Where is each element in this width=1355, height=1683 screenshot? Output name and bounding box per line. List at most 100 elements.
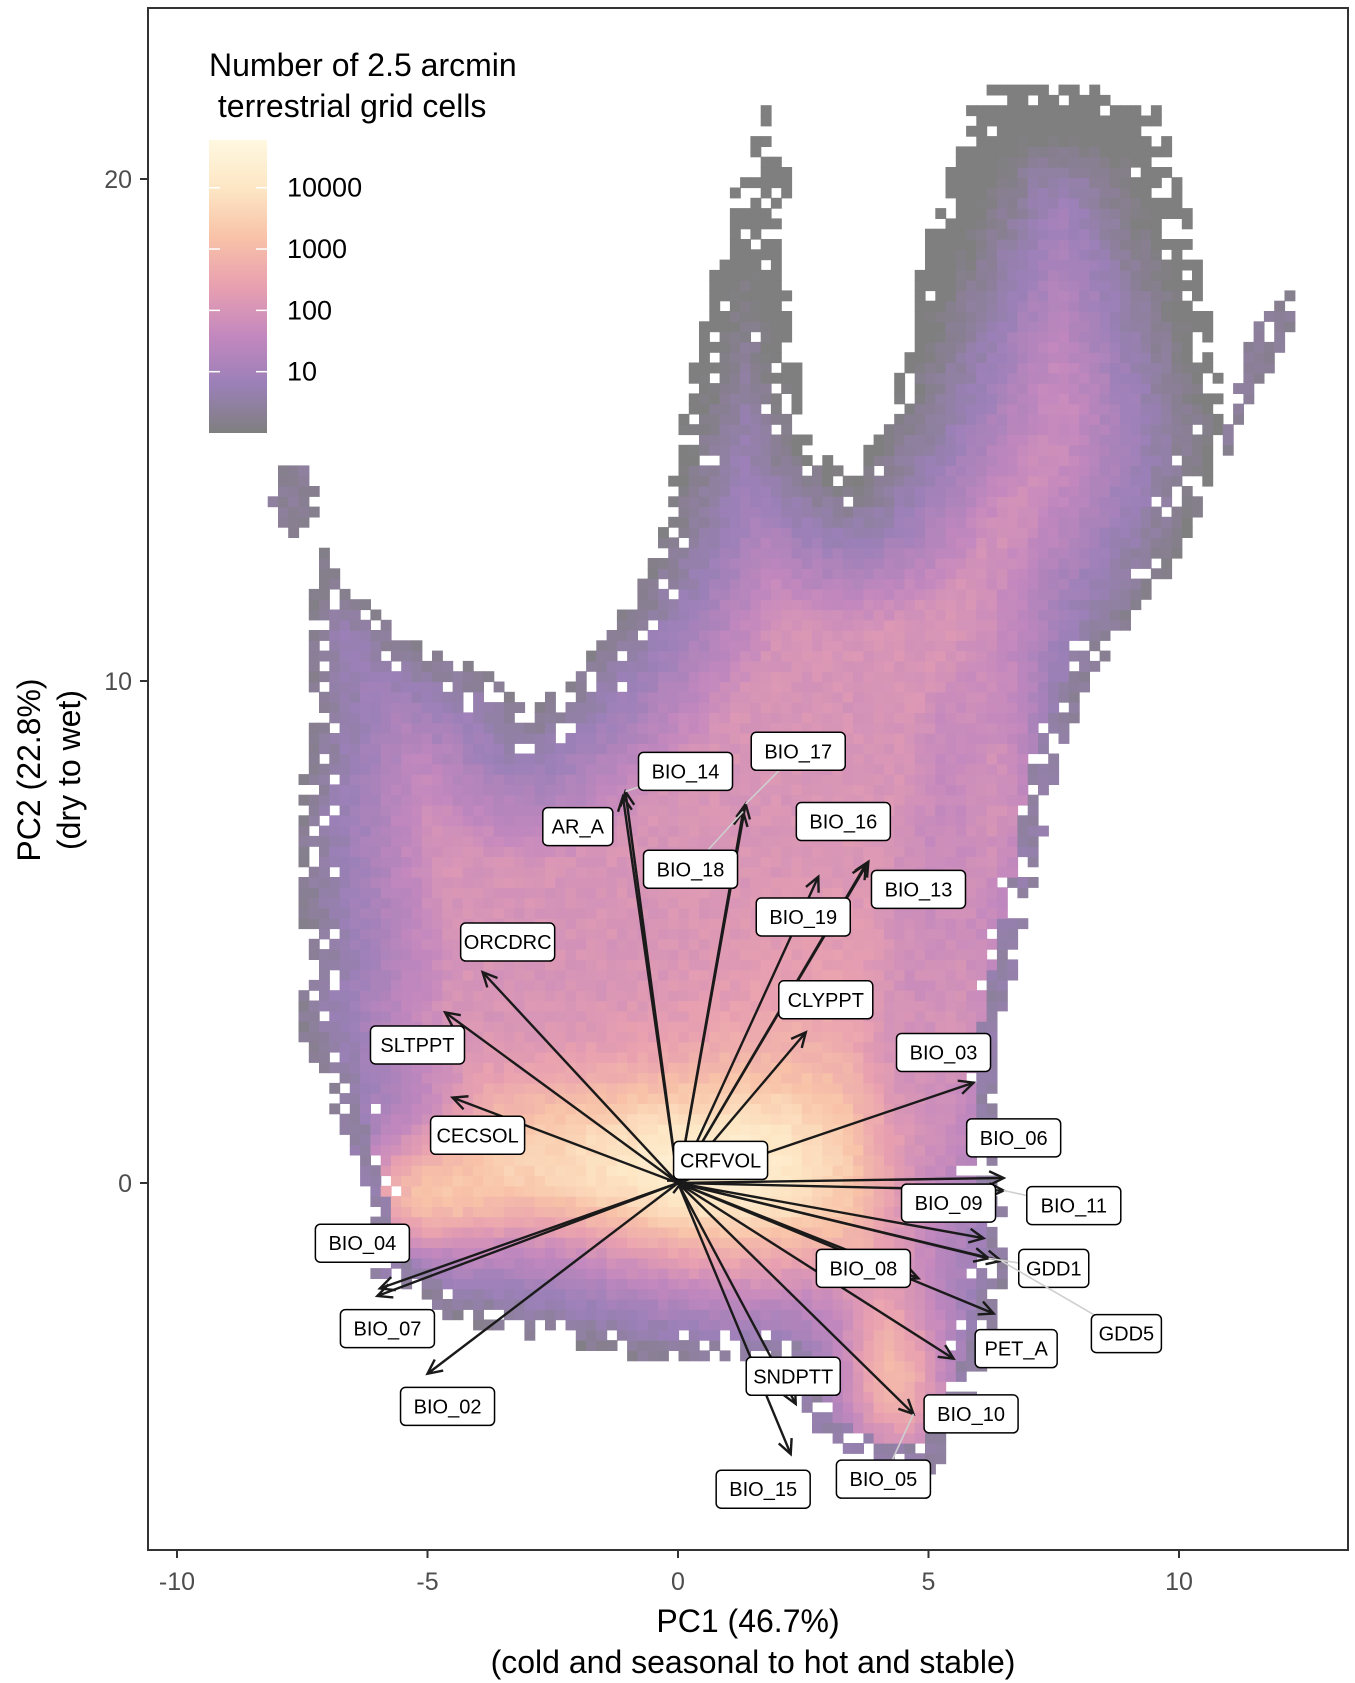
heatmap-cell (493, 1247, 505, 1259)
heatmap-cell (596, 1226, 608, 1238)
heatmap-cell (719, 794, 731, 806)
heatmap-cell (575, 1237, 587, 1249)
heatmap-cell (883, 547, 895, 559)
heatmap-cell (904, 1422, 916, 1434)
heatmap-cell (832, 568, 844, 580)
heatmap-cell (801, 691, 813, 703)
heatmap-cell (935, 1350, 947, 1362)
heatmap-cell (853, 1309, 864, 1321)
heatmap-cell (740, 1257, 751, 1269)
heatmap-cell (832, 486, 844, 497)
heatmap-cell (452, 733, 464, 744)
heatmap-cell (370, 979, 382, 991)
heatmap-cell (524, 1319, 536, 1331)
heatmap-cell (339, 928, 351, 940)
heatmap-cell (822, 1185, 834, 1197)
heatmap-cell (781, 1113, 793, 1125)
heatmap-cell (781, 372, 793, 384)
heatmap-cell (863, 846, 875, 858)
heatmap-cell (873, 475, 885, 487)
heatmap-cell (853, 835, 864, 847)
heatmap-cell (339, 743, 351, 755)
heatmap-cell (411, 1185, 423, 1197)
heatmap-cell (647, 887, 659, 899)
heatmap-cell (370, 928, 382, 940)
heatmap-cell (873, 1082, 885, 1094)
heatmap-cell (658, 609, 669, 621)
heatmap-cell (452, 1216, 464, 1228)
heatmap-cell (914, 1309, 926, 1321)
heatmap-cell (668, 1329, 680, 1341)
heatmap-cell (637, 1021, 649, 1032)
heatmap-cell (883, 1422, 895, 1434)
heatmap-cell (688, 825, 700, 837)
heatmap-cell (822, 1350, 834, 1362)
heatmap-cell (750, 1278, 762, 1290)
heatmap-cell (801, 1154, 813, 1166)
heatmap-cell (421, 825, 433, 837)
heatmap-cell (442, 671, 454, 683)
heatmap-cell (411, 990, 423, 1002)
heatmap-cell (750, 434, 762, 446)
heatmap-cell (637, 1309, 649, 1321)
heatmap-cell (647, 712, 659, 724)
heatmap-cell (616, 846, 628, 858)
heatmap-cell (760, 537, 772, 549)
heatmap-cell (894, 1010, 906, 1022)
heatmap-cell (925, 1010, 936, 1022)
heatmap-cell (853, 599, 864, 611)
heatmap-cell (709, 578, 721, 590)
heatmap-cell (514, 907, 526, 919)
heatmap-cell (750, 424, 762, 436)
heatmap-cell (503, 753, 515, 765)
heatmap-cell (801, 1124, 813, 1135)
heatmap-cell (791, 588, 803, 600)
heatmap-cell (668, 1041, 680, 1053)
heatmap-cell (390, 1113, 402, 1125)
heatmap-cell (555, 1154, 567, 1166)
heatmap-cell (493, 835, 505, 847)
heatmap-cell (770, 1278, 782, 1290)
heatmap-cell (565, 712, 577, 724)
heatmap-cell (339, 588, 351, 600)
heatmap-cell (442, 691, 454, 703)
heatmap-cell (688, 979, 700, 991)
heatmap-cell (812, 856, 823, 868)
heatmap-cell (914, 393, 926, 405)
heatmap-cell (432, 784, 443, 796)
heatmap-cell (812, 784, 823, 796)
heatmap-cell (925, 259, 936, 271)
heatmap-cell (606, 1278, 618, 1290)
heatmap-cell (853, 877, 864, 888)
heatmap-cell (678, 949, 690, 960)
heatmap-cell (596, 671, 608, 683)
heatmap-cell (380, 1093, 392, 1104)
heatmap-cell (401, 1000, 413, 1012)
heatmap-cell (514, 722, 526, 734)
heatmap-cell (503, 979, 515, 991)
heatmap-cell (740, 671, 751, 683)
heatmap-cell (935, 1432, 947, 1444)
heatmap-cell (914, 990, 926, 1002)
heatmap-cell (925, 969, 936, 981)
heatmap-cell (411, 928, 423, 940)
heatmap-cell (914, 763, 926, 775)
heatmap-cell (637, 619, 649, 631)
heatmap-cell (925, 537, 936, 549)
heatmap-cell (606, 1247, 618, 1259)
heatmap-cell (770, 794, 782, 806)
heatmap-cell (760, 167, 772, 178)
heatmap-cell (945, 1329, 957, 1341)
heatmap-cell (945, 1288, 957, 1300)
heatmap-cell (740, 969, 751, 981)
heatmap-cell (575, 1021, 587, 1032)
heatmap-cell (719, 259, 731, 271)
heatmap-cell (545, 1257, 556, 1269)
heatmap-cell (319, 907, 330, 919)
heatmap-cell (627, 1196, 638, 1207)
heatmap-cell (719, 341, 731, 353)
heatmap-cell (514, 1093, 526, 1104)
heatmap-cell (719, 1031, 731, 1043)
heatmap-cell (411, 949, 423, 960)
heatmap-cell (853, 537, 864, 549)
